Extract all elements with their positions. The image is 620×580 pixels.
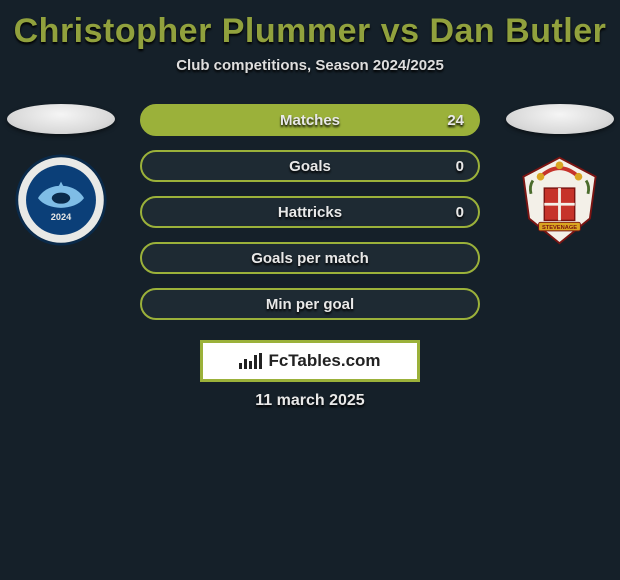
- branding-text: FcTables.com: [268, 351, 380, 371]
- content-row: 2024 Matches 24 Goals 0 Hattricks 0 Goal…: [0, 104, 620, 320]
- player-avatar-placeholder: [506, 104, 614, 134]
- stat-label: Goals per match: [251, 250, 369, 267]
- stevenage-crest-icon: STEVENAGE: [512, 152, 607, 247]
- date-label: 11 march 2025: [0, 392, 620, 410]
- stats-column: Matches 24 Goals 0 Hattricks 0 Goals per…: [140, 104, 480, 320]
- stat-label: Hattricks: [278, 204, 342, 221]
- stat-label: Goals: [289, 158, 331, 175]
- stat-label: Matches: [280, 112, 340, 129]
- stat-row-goals: Goals 0: [140, 150, 480, 182]
- stat-row-matches: Matches 24: [140, 104, 480, 136]
- svg-text:STEVENAGE: STEVENAGE: [542, 225, 577, 231]
- page-title: Christopher Plummer vs Dan Butler: [0, 12, 620, 51]
- stat-row-min-per-goal: Min per goal: [140, 288, 480, 320]
- stat-value: 0: [456, 204, 464, 221]
- branding-box[interactable]: FcTables.com: [200, 340, 420, 382]
- bar-chart-icon: [239, 353, 262, 369]
- stat-value: 24: [447, 112, 464, 129]
- stat-row-goals-per-match: Goals per match: [140, 242, 480, 274]
- svg-text:2024: 2024: [50, 212, 71, 222]
- peterborough-crest-icon: 2024: [15, 154, 107, 246]
- player-avatar-placeholder: [7, 104, 115, 134]
- stat-value: 0: [456, 158, 464, 175]
- club-crest-right: STEVENAGE: [512, 152, 607, 247]
- left-player-column: 2024: [3, 104, 118, 247]
- stat-row-hattricks: Hattricks 0: [140, 196, 480, 228]
- club-crest-left: 2024: [13, 152, 108, 247]
- stat-label: Min per goal: [266, 296, 354, 313]
- comparison-widget: Christopher Plummer vs Dan Butler Club c…: [0, 0, 620, 410]
- right-player-column: STEVENAGE: [502, 104, 617, 247]
- page-subtitle: Club competitions, Season 2024/2025: [0, 57, 620, 74]
